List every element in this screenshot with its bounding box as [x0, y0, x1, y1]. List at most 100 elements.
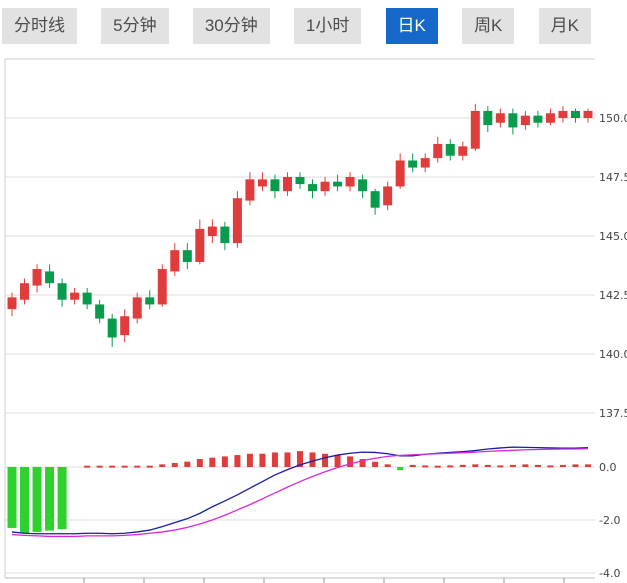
- candle-body: [107, 318, 117, 338]
- candle-body: [545, 113, 555, 123]
- macd-histogram-bar: [334, 455, 341, 467]
- macd-histogram-bar: [347, 456, 354, 467]
- price-axis-label: 147.5: [599, 171, 627, 184]
- timeframe-button-月K[interactable]: 月K: [538, 8, 591, 44]
- candle-body: [345, 177, 355, 187]
- macd-histogram-bar: [297, 451, 303, 467]
- candle-body: [458, 146, 468, 156]
- candle-body: [207, 226, 217, 236]
- candle-body: [383, 186, 393, 206]
- macd-histogram-bar: [221, 456, 228, 467]
- macd-line-dif: [11, 446, 589, 535]
- macd-histogram-bar: [309, 452, 316, 467]
- macd-histogram-bar: [484, 464, 491, 467]
- candle-body: [220, 226, 230, 244]
- macd-histogram-bar: [146, 465, 153, 468]
- candle-body: [495, 113, 505, 123]
- candle-body: [157, 269, 167, 305]
- timeframe-button-5分钟[interactable]: 5分钟: [101, 8, 169, 44]
- timeframe-button-30分钟[interactable]: 30分钟: [192, 8, 270, 44]
- candle-body: [45, 271, 55, 284]
- timeframe-button-日K[interactable]: 日K: [385, 8, 438, 44]
- candle-body: [70, 292, 80, 300]
- macd-histogram-bar: [472, 464, 479, 467]
- macd-histogram-bar: [459, 464, 466, 467]
- candle-body: [232, 198, 242, 244]
- price-axis-label: 142.5: [599, 289, 627, 302]
- candle-body: [558, 110, 568, 118]
- macd-histogram-bar: [271, 452, 278, 467]
- macd-histogram-bar: [559, 464, 566, 467]
- candle-body: [57, 283, 67, 300]
- candle-body: [508, 113, 518, 128]
- candle-body: [333, 181, 343, 187]
- candle-body: [95, 304, 105, 319]
- candle-body: [420, 158, 430, 168]
- timeframe-button-周K[interactable]: 周K: [462, 8, 515, 44]
- candle-body: [308, 184, 318, 192]
- price-axis-label: 140.0: [599, 348, 627, 361]
- candle-body: [132, 297, 142, 319]
- candle-body: [370, 191, 380, 208]
- macd-histogram-bar: [246, 453, 253, 467]
- macd-histogram-bar: [234, 455, 241, 467]
- timeframe-button-分时线[interactable]: 分时线: [2, 8, 77, 44]
- macd-histogram-bar: [509, 464, 516, 467]
- candle-body: [170, 250, 180, 272]
- macd-histogram-bar: [184, 461, 191, 467]
- macd-histogram-bar: [384, 464, 391, 467]
- macd-histogram-bar: [32, 467, 42, 532]
- candle-body: [32, 269, 42, 286]
- candle-body: [182, 250, 192, 262]
- candle-body: [145, 297, 155, 305]
- macd-histogram-bar: [284, 452, 291, 467]
- price-axis-label: 145.0: [599, 230, 627, 243]
- macd-histogram-bar: [20, 467, 30, 534]
- candle-body: [445, 143, 455, 156]
- macd-axis-label: -2.0: [599, 514, 620, 527]
- macd-histogram-bar: [397, 467, 404, 471]
- macd-histogram-bar: [585, 464, 591, 467]
- timeframe-button-1小时[interactable]: 1小时: [293, 8, 362, 44]
- macd-histogram-bar: [497, 465, 504, 468]
- candle-body: [245, 179, 255, 201]
- candle-body: [358, 179, 368, 192]
- candle-body: [295, 177, 305, 185]
- timeframe-toolbar: 分时线 5分钟 30分钟 1小时 日K 周K 月K: [0, 0, 627, 52]
- candle-body: [583, 110, 593, 118]
- macd-histogram-bar: [259, 453, 266, 467]
- candlestick-macd-chart: 150.0 147.5 145.0 142.5 140.0 137.5 0.0 -2.0 -4.…: [4, 58, 627, 583]
- macd-histogram-bar: [159, 464, 166, 467]
- candle-body: [270, 179, 280, 192]
- macd-axis-label: -4.0: [599, 567, 620, 580]
- price-axis-label: 150.0: [599, 112, 627, 125]
- macd-histogram-bar: [7, 467, 17, 528]
- macd-line-dea: [11, 448, 589, 538]
- candle-body: [195, 228, 205, 262]
- macd-histogram-bar: [196, 459, 203, 467]
- macd-histogram-bar: [209, 457, 216, 467]
- macd-histogram-bar: [409, 464, 416, 467]
- macd-histogram-bar: [534, 464, 541, 467]
- macd-histogram-bar: [45, 467, 55, 531]
- macd-histogram-bar: [121, 465, 128, 468]
- macd-histogram-bar: [522, 464, 529, 467]
- candle-body: [257, 179, 267, 187]
- macd-histogram-bar: [109, 465, 116, 468]
- candle-body: [533, 115, 543, 123]
- candle-body: [408, 160, 418, 168]
- chart-area: 150.0 147.5 145.0 142.5 140.0 137.5 0.0 -2.0 -4.…: [0, 52, 627, 583]
- macd-axis-label: 0.0: [599, 461, 617, 474]
- candle-body: [520, 115, 530, 126]
- candle-body: [282, 177, 292, 192]
- macd-histogram-bar: [572, 464, 579, 467]
- macd-histogram-bar: [447, 465, 454, 468]
- candle-body: [120, 316, 130, 336]
- candle-body: [395, 160, 405, 187]
- candle-body: [82, 292, 92, 305]
- macd-histogram-bar: [134, 465, 141, 468]
- macd-histogram-bar: [171, 463, 178, 467]
- candle-body: [433, 143, 443, 159]
- candle-body: [483, 110, 493, 126]
